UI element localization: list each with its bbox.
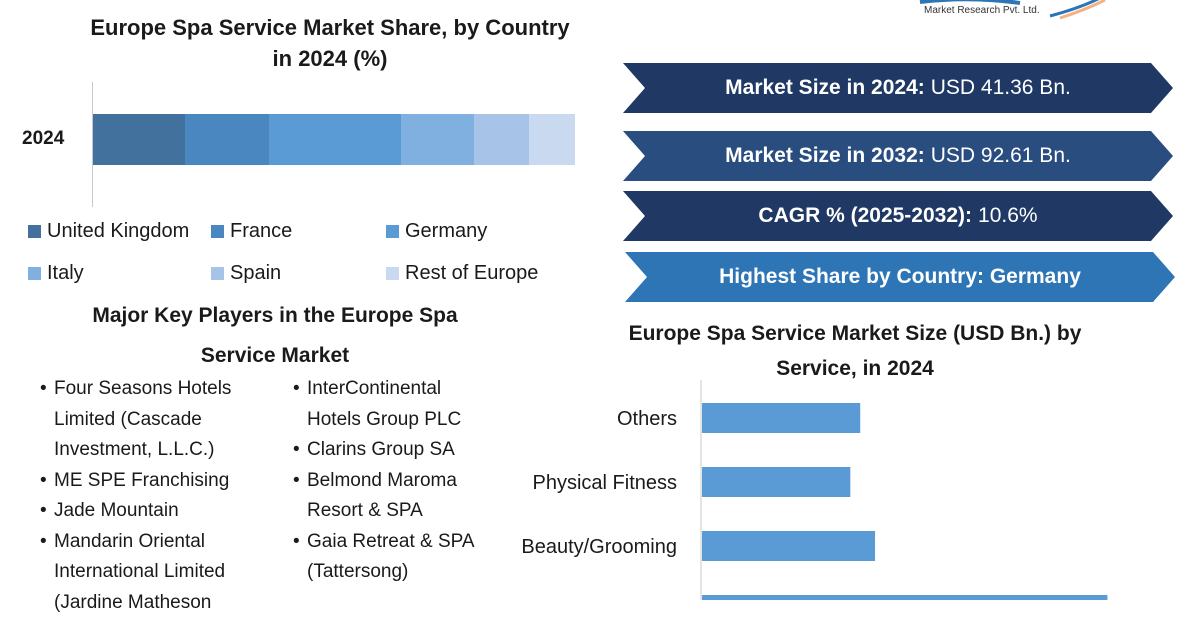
stacked-segment-germany	[269, 114, 402, 165]
legend-swatch	[211, 267, 224, 280]
legend-item: Rest of Europe	[386, 262, 538, 285]
legend-item: Italy	[28, 262, 84, 285]
stacked-chart-title-line2: in 2024 (%)	[40, 43, 620, 74]
key-player-item: Jade Mountain	[30, 496, 275, 527]
legend-label: Spain	[230, 262, 281, 285]
stacked-segment-rest-of-europe	[529, 114, 575, 165]
legend-item: Germany	[386, 220, 487, 243]
key-player-item: Clarins Group SA	[283, 435, 498, 466]
legend-label: United Kingdom	[47, 220, 189, 243]
banner-label: CAGR % (2025-2032):	[758, 204, 972, 228]
key-players-column-1: Four Seasons Hotels Limited (Cascade Inv…	[30, 374, 275, 618]
service-bar	[702, 403, 860, 433]
logo-text: Market Research Pvt. Ltd.	[924, 5, 1040, 16]
service-category-label: Others	[617, 408, 677, 430]
key-players-column-2: InterContinental Hotels Group PLC Clarin…	[283, 374, 498, 588]
service-chart-title: Europe Spa Service Market Size (USD Bn.)…	[590, 316, 1120, 386]
key-player-item: InterContinental Hotels Group PLC	[283, 374, 498, 435]
legend-label: Germany	[405, 220, 487, 243]
banner-market-size-2032: Market Size in 2032:USD 92.61 Bn.	[623, 131, 1173, 181]
banner-label: Market Size in 2024:	[725, 76, 925, 100]
banner-label: Market Size in 2032:	[725, 144, 925, 168]
stacked-segment-france	[185, 114, 269, 165]
legend-label: Rest of Europe	[405, 262, 538, 285]
banner-label: Highest Share by Country: Germany	[719, 265, 1081, 289]
stacked-chart-title: Europe Spa Service Market Share, by Coun…	[40, 12, 620, 74]
legend-item: France	[211, 220, 292, 243]
service-chart-title-line1: Europe Spa Service Market Size (USD Bn.)…	[590, 316, 1120, 351]
key-player-item: Four Seasons Hotels Limited (Cascade Inv…	[30, 374, 275, 466]
service-bar	[702, 467, 850, 497]
banner-value: USD 92.61 Bn.	[931, 144, 1071, 168]
service-category-label: Physical Fitness	[533, 472, 678, 494]
key-players-title-line2: Service Market	[40, 336, 510, 376]
banner-cagr: CAGR % (2025-2032):10.6%	[623, 191, 1173, 241]
key-players-title: Major Key Players in the Europe Spa Serv…	[40, 296, 510, 376]
key-player-item: ME SPE Franchising	[30, 466, 275, 497]
key-player-item: Belmond Maroma Resort & SPA	[283, 466, 498, 527]
stacked-chart-title-line1: Europe Spa Service Market Share, by Coun…	[40, 12, 620, 43]
service-bar	[702, 531, 875, 561]
stacked-chart-category-label: 2024	[22, 128, 64, 150]
stacked-segment-spain	[474, 114, 529, 165]
key-player-item: Mandarin Oriental International Limited …	[30, 527, 275, 618]
banner-value: USD 41.36 Bn.	[931, 76, 1071, 100]
key-players-title-line1: Major Key Players in the Europe Spa	[40, 296, 510, 336]
service-category-label: Beauty/Grooming	[521, 536, 677, 558]
stacked-bar	[93, 114, 575, 165]
legend-item: Spain	[211, 262, 281, 285]
stacked-segment-italy	[401, 114, 473, 165]
stacked-segment-united-kingdom	[93, 114, 185, 165]
legend-swatch	[386, 225, 399, 238]
key-player-item: Gaia Retreat & SPA (Tattersong)	[283, 527, 498, 588]
legend-swatch	[28, 225, 41, 238]
banner-value: 10.6%	[978, 204, 1038, 228]
legend-swatch	[28, 267, 41, 280]
legend-swatch	[386, 267, 399, 280]
legend-label: France	[230, 220, 292, 243]
legend-swatch	[211, 225, 224, 238]
legend-item: United Kingdom	[28, 220, 189, 243]
banner-highest-share: Highest Share by Country: Germany	[625, 252, 1175, 302]
banner-market-size-2024: Market Size in 2024:USD 41.36 Bn.	[623, 63, 1173, 113]
service-bar	[702, 595, 1107, 600]
legend-label: Italy	[47, 262, 84, 285]
company-logo: Market Research Pvt. Ltd.	[910, 0, 1110, 22]
